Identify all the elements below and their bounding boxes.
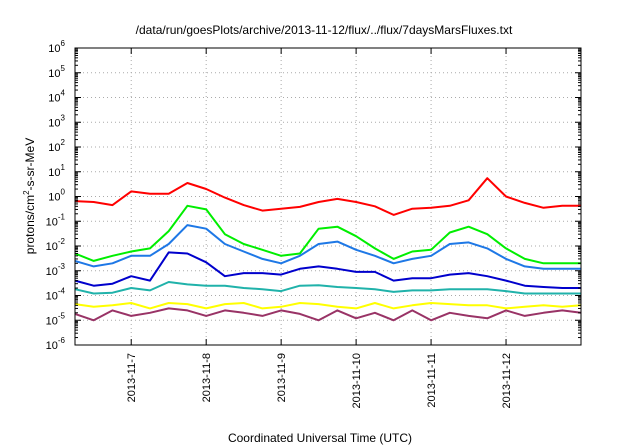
series-line-3: [74, 224, 581, 270]
series-line-6: [74, 302, 582, 310]
x-tick-label: 2013-11-10: [351, 353, 363, 408]
data-series: [74, 177, 582, 322]
x-tick-label: 2013-11-11: [426, 353, 438, 408]
y-tick-label: 10-5: [46, 311, 66, 327]
x-tick-label: 2013-11-12: [501, 353, 513, 408]
x-axis-label: Coordinated Universal Time (UTC): [228, 431, 412, 445]
y-tick-label: 10-4: [46, 287, 66, 303]
series-line-2: [74, 204, 581, 265]
y-tick-label: 104: [48, 89, 65, 105]
y-tick-label: 103: [48, 113, 65, 129]
y-tick-label: 100: [48, 188, 65, 204]
y-tick-label: 10-1: [46, 212, 66, 228]
x-axis-ticks: 2013-11-7 2013-11-8 2013-11-9 2013-11-10 201…: [126, 48, 513, 408]
y-tick-label: 102: [48, 138, 65, 154]
x-tick-label: 2013-11-7: [126, 353, 138, 402]
y-tick-label: 10-6: [46, 336, 66, 352]
y-tick-label: 10-2: [46, 237, 66, 253]
series-line-7: [74, 307, 582, 322]
series-line-1: [74, 177, 581, 216]
y-tick-label: 106: [48, 39, 65, 55]
y-axis-label: protons/cm2-s-sr-MeV: [22, 138, 37, 254]
x-tick-label: 2013-11-8: [201, 353, 213, 402]
y-tick-label: 10-3: [46, 262, 66, 278]
grid-lines: [75, 48, 581, 345]
y-tick-label: 101: [48, 163, 65, 179]
series-line-4: [74, 251, 581, 289]
chart-title: /data/run/goesPlots/archive/2013-11-12/f…: [136, 23, 513, 37]
y-tick-label: 105: [48, 64, 65, 80]
y-axis-ticks: 10-6 10-5 10-4 10-3 10-2 10-1 100 101 102 103 104 1…: [46, 39, 581, 352]
series-line-5: [74, 281, 581, 295]
x-tick-label: 2013-11-9: [276, 353, 288, 402]
